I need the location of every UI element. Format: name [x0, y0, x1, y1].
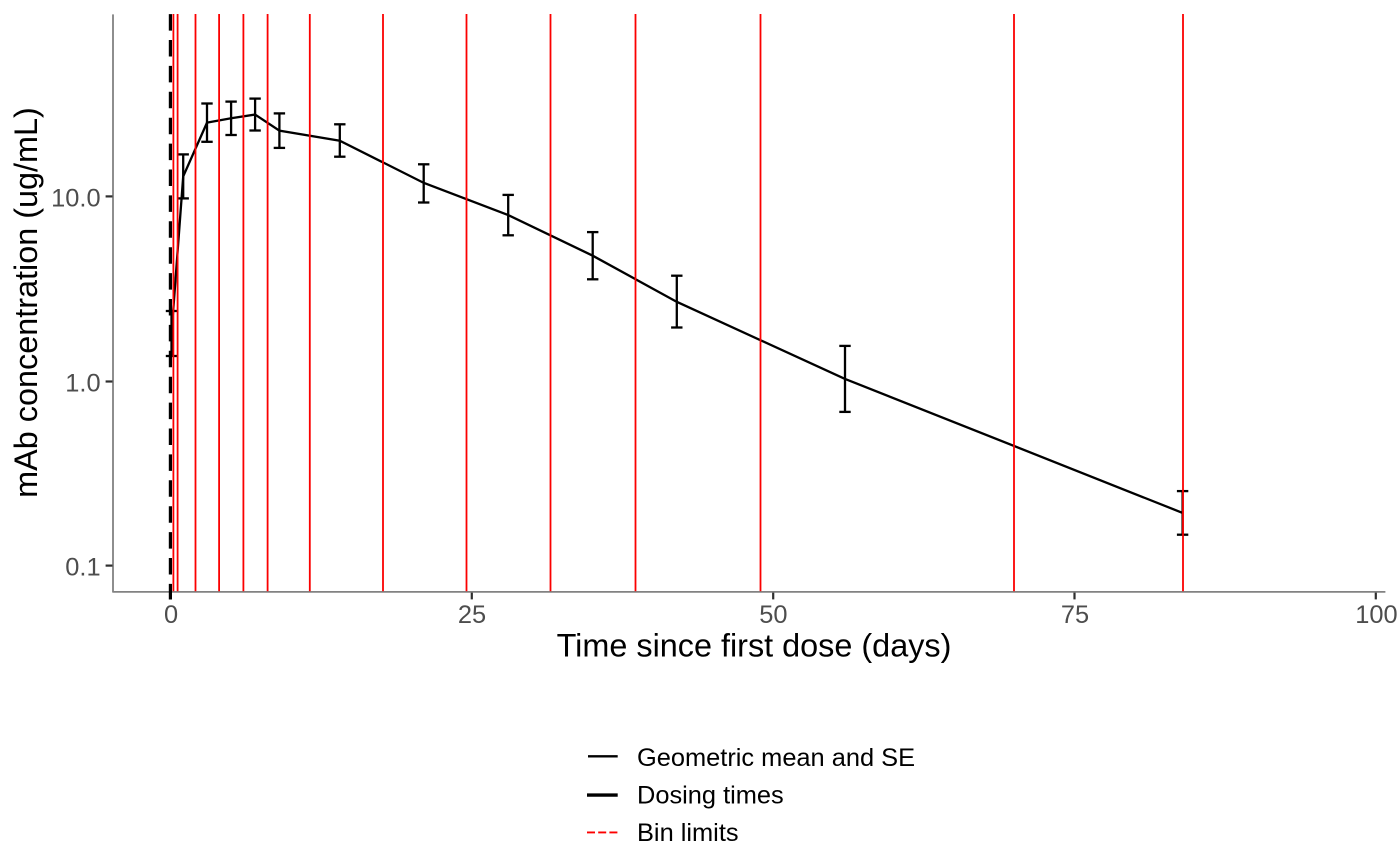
svg-text:10.0: 10.0	[51, 185, 100, 213]
svg-text:Time since first dose (days): Time since first dose (days)	[557, 628, 952, 664]
svg-text:mAb concentration (ug/mL): mAb concentration (ug/mL)	[8, 107, 44, 498]
svg-text:Geometric mean and SE: Geometric mean and SE	[637, 744, 915, 772]
svg-text:50: 50	[759, 601, 787, 629]
svg-text:1.0: 1.0	[65, 370, 100, 398]
svg-text:0: 0	[164, 601, 178, 629]
svg-text:0.1: 0.1	[65, 554, 100, 582]
svg-text:100: 100	[1355, 601, 1397, 629]
svg-text:Bin limits: Bin limits	[637, 819, 739, 847]
svg-text:75: 75	[1061, 601, 1089, 629]
svg-text:25: 25	[458, 601, 486, 629]
svg-text:Dosing times: Dosing times	[637, 782, 784, 810]
